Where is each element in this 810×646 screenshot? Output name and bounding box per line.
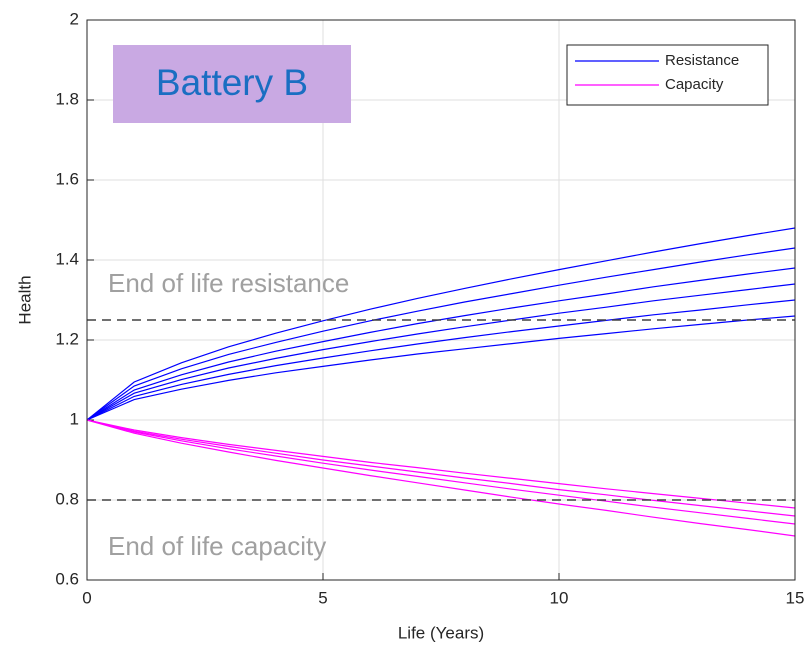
y-tick-label: 1.4	[55, 249, 79, 268]
series-line	[86, 315, 796, 421]
plot-border	[86, 19, 796, 581]
series-line	[86, 283, 796, 421]
series-line	[86, 419, 796, 525]
series-line	[86, 299, 796, 421]
reference-label: End of life capacity	[108, 531, 326, 561]
y-tick-label: 1.6	[55, 169, 79, 188]
series-line	[86, 419, 796, 537]
series-line	[86, 419, 796, 517]
legend-box	[566, 44, 769, 106]
y-tick-label: 1.2	[55, 329, 79, 348]
annotation: Battery B	[156, 62, 308, 103]
reference-label: End of life resistance	[108, 268, 349, 298]
x-tick-label: 5	[318, 588, 327, 607]
y-tick-label: 2	[70, 9, 79, 28]
x-tick-label: 10	[550, 588, 569, 607]
y-axis-label: Health	[15, 275, 34, 324]
x-tick-label: 15	[786, 588, 805, 607]
series-line	[86, 419, 796, 509]
y-tick-label: 1	[70, 409, 79, 428]
legend-label: Capacity	[665, 76, 724, 93]
y-tick-label: 0.8	[55, 489, 79, 508]
x-tick-label: 0	[82, 588, 91, 607]
y-tick-label: 0.6	[55, 569, 79, 588]
series-line	[86, 247, 796, 421]
y-tick-label: 1.8	[55, 89, 79, 108]
x-axis-label: Life (Years)	[398, 623, 484, 642]
annotation-box	[113, 45, 351, 123]
legend-label: Resistance	[665, 52, 739, 69]
series-line	[86, 227, 796, 421]
